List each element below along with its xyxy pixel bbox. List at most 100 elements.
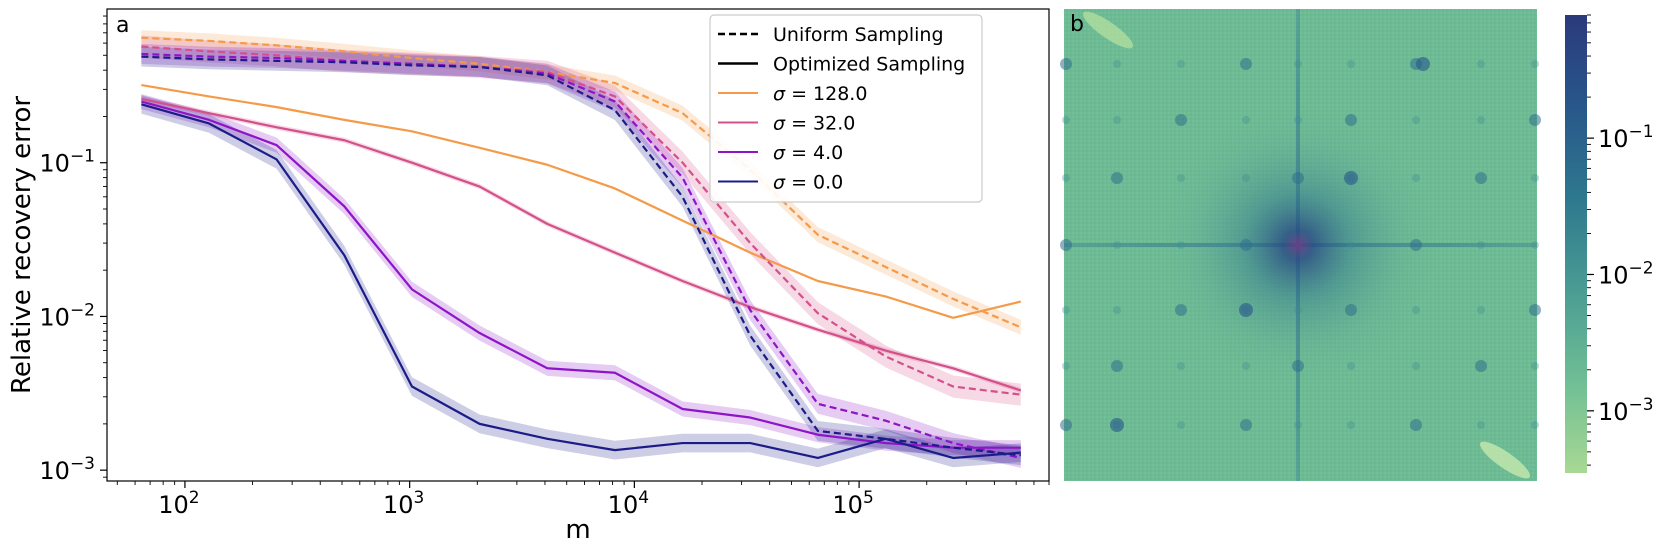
heatmap-peak: [1062, 116, 1070, 124]
heatmap-peak: [1113, 60, 1121, 68]
legend-label: σ = 128.0: [773, 83, 867, 105]
optimized-line: [141, 83, 1022, 319]
heatmap-peak: [1292, 172, 1304, 184]
heatmap-peak: [1175, 304, 1187, 316]
heatmap-peak: [1240, 239, 1252, 251]
confidence-band: [141, 93, 1021, 456]
y-axis-title: Relative recovery error: [7, 96, 37, 394]
heatmap-peak: [1240, 419, 1252, 431]
heatmap-peak: [1475, 172, 1487, 184]
panel-label-a: a: [116, 13, 129, 38]
heatmap-peak: [1060, 419, 1072, 431]
legend-label: Uniform Sampling: [773, 24, 944, 46]
heatmap-peak: [1347, 421, 1355, 429]
optimized-line: [141, 97, 1022, 392]
heatmap-peak: [1410, 419, 1422, 431]
heatmap-peak: [1242, 174, 1250, 182]
y-tick-label: 10−1: [39, 147, 95, 178]
heatmap-peak: [1111, 360, 1123, 372]
heatmap-peak: [1177, 174, 1185, 182]
legend-label: σ = 0.0: [773, 172, 843, 194]
colorbar: 10−1 10−2 10−3: [1565, 14, 1654, 473]
axes-a: 102 103 104 105 10−3 10−2 10−1: [39, 15, 1050, 519]
heatmap-peak: [1294, 306, 1302, 314]
heatmap-peak: [1529, 304, 1541, 316]
heatmap-peak: [1242, 116, 1250, 124]
heatmap-peak-strong: [1110, 418, 1124, 432]
heatmap-peak: [1531, 421, 1539, 429]
legend-box: [709, 14, 983, 203]
series-lines: [141, 36, 1022, 460]
uniform-line: [141, 36, 1022, 329]
colorbar-gradient: [1565, 15, 1587, 473]
heatmap-peak: [1111, 172, 1123, 184]
colorbar-tick-label: 10−1: [1598, 122, 1654, 153]
x-tick-label: 103: [383, 488, 424, 519]
heatmap-peak: [1242, 362, 1250, 370]
heatmap-peak: [1113, 116, 1121, 124]
heatmap-peak: [1060, 58, 1072, 70]
heatmap-peak-strong: [1416, 57, 1430, 71]
uniform-line: [141, 55, 1021, 457]
heatmap-peak: [1292, 360, 1304, 372]
heatmap-peak: [1062, 306, 1070, 314]
confidence-band: [141, 35, 1021, 406]
heatmap-peak: [1113, 241, 1121, 249]
heatmap-peak: [1177, 60, 1185, 68]
heatmap-corner-streak-bottom: [1480, 441, 1530, 479]
heatmap-peak: [1529, 114, 1541, 126]
legend-label: σ = 32.0: [773, 113, 855, 135]
heatmap-peak: [1412, 174, 1420, 182]
y-tick-label: 10−3: [39, 454, 95, 485]
colorbar-tick-label: 10−2: [1598, 258, 1654, 289]
x-tick-label: 105: [832, 488, 873, 519]
colorbar-tick-label: 10−3: [1598, 395, 1654, 426]
confidence-band: [141, 94, 1021, 468]
heatmap-peak: [1477, 116, 1485, 124]
heatmap-peak: [1177, 241, 1185, 249]
heatmap-peak: [1347, 241, 1355, 249]
optimized-line: [141, 103, 1021, 460]
heatmap-peak: [1060, 239, 1072, 251]
heatmap-peak: [1477, 421, 1485, 429]
heatmap-peak: [1062, 174, 1070, 182]
legend-label: Optimized Sampling: [773, 54, 965, 76]
heatmap-peak: [1347, 362, 1355, 370]
panel-a-line-chart: 102 103 104 105 10−3 10−2 10−1 a Relative reco…: [7, 8, 1050, 545]
heatmap-peak: [1347, 60, 1355, 68]
heatmap-peak: [1177, 421, 1185, 429]
heatmap-peak-strong: [1344, 171, 1358, 185]
heatmap-center-peak: [1148, 95, 1448, 395]
heatmap-peak: [1240, 58, 1252, 70]
heatmap-peak: [1412, 306, 1420, 314]
heatmap-peak: [1177, 362, 1185, 370]
heatmap-peak: [1062, 362, 1070, 370]
heatmap-peak: [1345, 304, 1357, 316]
heatmap-corner-streak-top: [1083, 11, 1133, 49]
x-tick-label: 104: [608, 488, 649, 519]
x-axis-title: m: [565, 515, 590, 545]
y-tick-label: 10−2: [39, 300, 95, 331]
panel-label-b: b: [1070, 12, 1084, 37]
heatmap-peak: [1113, 306, 1121, 314]
uniform-line: [141, 52, 1022, 460]
heatmap-peak: [1531, 60, 1539, 68]
heatmap-spots: [1060, 57, 1541, 432]
heatmap-peak: [1412, 116, 1420, 124]
legend: Uniform Sampling Optimized Sampling σ = 12…: [709, 14, 983, 203]
uniform-line: [141, 45, 1021, 396]
heatmap-peak: [1410, 239, 1422, 251]
heatmap-peak: [1294, 421, 1302, 429]
heatmap-peak: [1531, 174, 1539, 182]
heatmap-peak: [1475, 360, 1487, 372]
heatmap-peak: [1294, 60, 1302, 68]
heatmap-peak: [1412, 362, 1420, 370]
heatmap-peak: [1294, 116, 1302, 124]
panel-b-heatmap: b: [1060, 9, 1541, 481]
heatmap-peak: [1345, 114, 1357, 126]
heatmap-peak: [1477, 306, 1485, 314]
heatmap-peak: [1531, 362, 1539, 370]
legend-label: σ = 4.0: [773, 142, 843, 164]
heatmap-peak: [1175, 114, 1187, 126]
